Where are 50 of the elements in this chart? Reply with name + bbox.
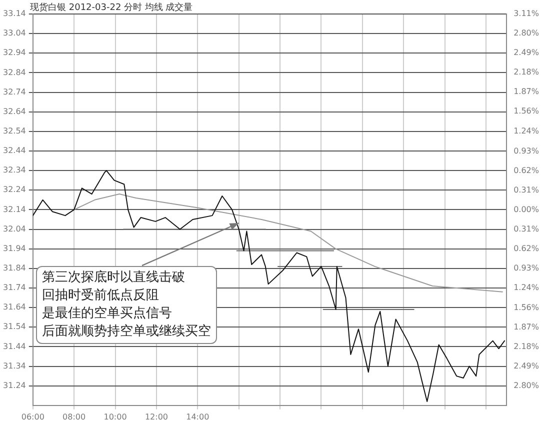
y2-tick-label: 3.11%: [514, 9, 540, 18]
y-tick-label: 31.34: [2, 361, 26, 370]
y2-tick-label: 2.80%: [514, 380, 540, 390]
y-tick-label: 32.84: [2, 68, 26, 77]
y2-tick-label: 2.49%: [514, 48, 540, 58]
x-tick-label: 06:00: [21, 412, 44, 422]
y2-tick-label: 0.31%: [514, 224, 540, 234]
y-tick-label: 31.54: [2, 322, 26, 332]
y-tick-label: 32.54: [2, 126, 26, 136]
chart-title: 现货白银 2012-03-22 分时 均线 成交量: [30, 2, 193, 14]
y-tick-label: 32.04: [2, 224, 26, 234]
y2-tick-label: 2.18%: [514, 342, 540, 351]
annotation: 回抽时受前低点反阻: [42, 287, 160, 305]
y2-tick-label: 1.87%: [514, 87, 540, 96]
y-tick-label: 31.44: [2, 342, 26, 351]
x-tick-label: 10:00: [104, 412, 127, 422]
y2-tick-label: 0.31%: [514, 185, 540, 194]
annotation: 是最佳的空单买点信号: [42, 305, 173, 323]
y2-tick-label: 1.56%: [514, 302, 540, 312]
y-tick-label: 32.24: [2, 185, 26, 194]
y-tick-label: 31.64: [2, 302, 26, 312]
y-tick-label: 32.74: [2, 87, 26, 96]
y-tick-label: 31.84: [2, 263, 26, 272]
y-tick-label: 32.44: [2, 146, 26, 156]
y2-tick-label: 2.49%: [514, 361, 540, 370]
y2-tick-label: 1.87%: [514, 322, 540, 332]
y-tick-label: 32.34: [2, 166, 26, 175]
y2-tick-label: 1.24%: [514, 282, 540, 292]
y2-tick-label: 0.93%: [514, 146, 540, 156]
y2-tick-label: 0.93%: [514, 263, 540, 272]
y-tick-label: 33.04: [2, 28, 26, 38]
y-tick-label: 31.94: [2, 244, 26, 253]
y-tick-label: 32.94: [2, 48, 26, 58]
annotation: 后面就顺势持空单或继续买空: [42, 323, 211, 341]
y-tick-label: 33.14: [2, 9, 26, 18]
y-tick-label: 31.74: [2, 283, 26, 292]
x-tick-label: 14:00: [186, 412, 210, 422]
y2-tick-label: 0.62%: [514, 244, 540, 253]
y2-tick-label: 0.00%: [514, 204, 540, 214]
annotation: 第三次探底时以直线击破: [42, 269, 186, 287]
y-tick-label: 31.24: [2, 380, 26, 390]
y2-tick-label: 1.56%: [514, 106, 540, 116]
y2-tick-label: 2.80%: [514, 28, 540, 38]
y-tick-label: 32.64: [2, 106, 26, 116]
y2-tick-label: 0.62%: [514, 166, 540, 175]
y2-tick-label: 2.18%: [514, 68, 540, 77]
y2-tick-label: 1.24%: [514, 126, 540, 136]
y-tick-label: 32.14: [2, 204, 26, 214]
x-tick-label: 08:00: [62, 412, 86, 422]
x-tick-label: 12:00: [144, 412, 168, 422]
